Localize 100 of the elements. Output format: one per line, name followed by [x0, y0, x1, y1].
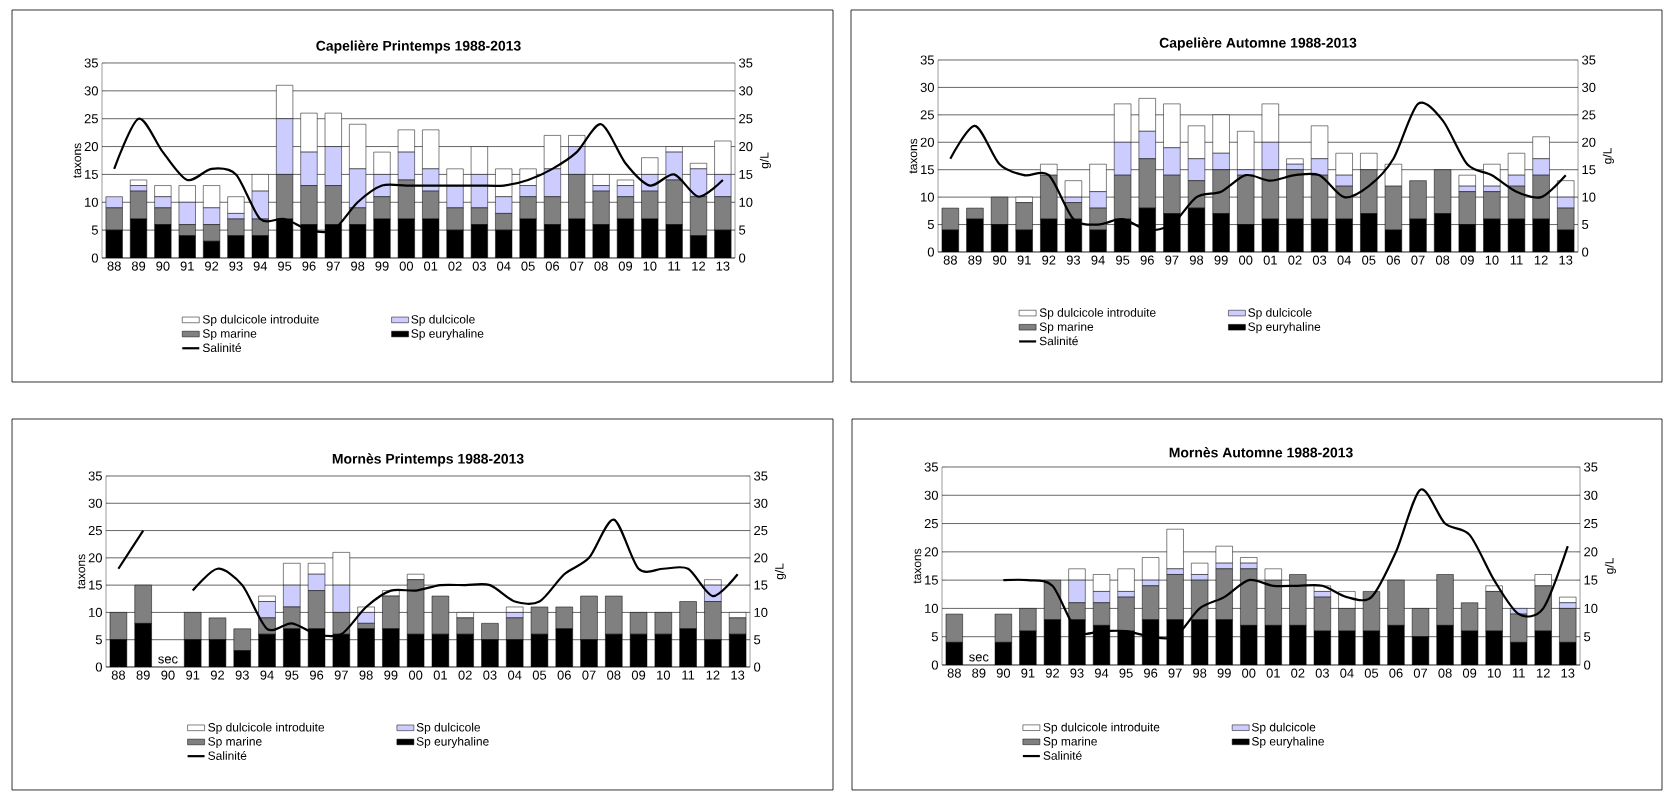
x-tick-label: 01 [1266, 668, 1280, 678]
x-tick-label: 92 [1045, 668, 1059, 678]
y-tick-label: 10 [85, 197, 98, 207]
x-tick-label: 99 [375, 261, 389, 271]
y-tick-label: 5 [95, 635, 102, 645]
x-tick-label: 02 [1288, 255, 1302, 265]
legend-label: Salinité [1039, 336, 1078, 346]
bar [1117, 568, 1135, 592]
y2-tick-label: 30 [739, 86, 753, 96]
y2-axis-title: g/L [774, 563, 786, 580]
x-tick-label: 12 [706, 670, 720, 680]
x-tick-label: 03 [472, 261, 487, 271]
bar [1458, 174, 1476, 187]
x-tick-label: 09 [631, 670, 646, 680]
x-tick-label: 03 [1312, 255, 1327, 265]
x-tick-label: 97 [334, 670, 348, 680]
y2-tick-label: 5 [739, 225, 746, 235]
bar [1191, 562, 1209, 575]
x-tick-label: 96 [1140, 255, 1154, 265]
legend-label: Sp marine [1043, 736, 1097, 748]
y-tick-label: 35 [88, 471, 102, 481]
y-tick-label: 20 [88, 553, 102, 563]
x-tick-label: 94 [1091, 255, 1105, 265]
bar [1166, 528, 1184, 570]
y-tick-label: 20 [84, 141, 98, 152]
x-tick-label: 92 [204, 261, 219, 271]
x-tick-label: 06 [545, 261, 560, 271]
x-tick-label: 11 [1510, 255, 1523, 265]
x-tick-label: 95 [1116, 255, 1130, 265]
legend-label: Sp euryhaline [416, 736, 489, 749]
y-tick-label: 15 [925, 575, 938, 585]
x-tick-label: 07 [582, 670, 596, 680]
y2-tick-label: 35 [1582, 55, 1596, 65]
bar [1064, 180, 1083, 198]
x-tick-label: 08 [594, 261, 608, 271]
y2-axis-title: g/L [759, 152, 771, 169]
y2-tick-label: 0 [1582, 247, 1589, 257]
chart-title: Capelière Printemps 1988-2013 [316, 40, 521, 54]
y2-tick-label: 35 [1584, 462, 1598, 472]
legend-label: Sp dulcicole [416, 722, 481, 734]
y-tick-label: 30 [920, 82, 934, 92]
x-tick-label: 97 [1165, 255, 1179, 265]
x-tick-label: 02 [1291, 668, 1305, 678]
y2-tick-label: 20 [739, 141, 753, 152]
y2-tick-label: 20 [1582, 137, 1596, 147]
x-tick-label: 89 [968, 255, 982, 265]
y2-tick-label: 5 [1584, 632, 1591, 642]
x-tick-label: 94 [260, 670, 274, 680]
x-tick-label: 02 [458, 670, 472, 680]
y2-tick-label: 0 [739, 253, 746, 263]
x-tick-label: 00 [399, 261, 414, 271]
y-axis-title: taxons [913, 548, 922, 584]
x-tick-label: 95 [278, 261, 292, 271]
x-tick-label: 98 [1193, 668, 1207, 678]
x-tick-label: 99 [384, 670, 398, 680]
y-tick-label: 0 [927, 247, 934, 257]
y2-tick-label: 10 [739, 197, 753, 207]
x-tick-label: 90 [992, 255, 1007, 265]
x-tick-label: 07 [1413, 668, 1428, 678]
bar [592, 174, 610, 186]
y2-tick-label: 35 [754, 471, 768, 481]
y-tick-label: 25 [84, 114, 98, 124]
x-tick-label: 13 [731, 670, 745, 680]
x-tick-label: 00 [1242, 668, 1256, 678]
x-tick-label: 11 [668, 261, 681, 271]
x-tick-label: 97 [326, 261, 340, 271]
y-tick-label: 30 [88, 498, 102, 508]
y2-tick-label: 15 [754, 580, 768, 590]
y2-tick-label: 0 [1584, 660, 1591, 670]
x-tick-label: 05 [521, 261, 535, 271]
y-tick-label: 20 [924, 547, 938, 557]
x-tick-label: 90 [161, 670, 175, 680]
y-tick-label: 10 [89, 607, 102, 617]
x-tick-label: 12 [1534, 255, 1548, 265]
legend-label: Sp dulcicole [1248, 308, 1312, 320]
y-axis-title: taxons [909, 138, 918, 174]
x-tick-label: 01 [423, 261, 438, 271]
x-tick-label: 10 [1487, 668, 1501, 678]
x-tick-label: 98 [359, 670, 373, 680]
x-tick-label: 94 [1094, 668, 1109, 678]
x-tick-label: 92 [210, 670, 225, 680]
annotation: sec [158, 656, 178, 664]
bar [130, 179, 148, 186]
y2-tick-label: 15 [1582, 165, 1596, 175]
legend-label: Sp dulcicole introduite [202, 314, 319, 326]
x-tick-label: 12 [692, 261, 706, 271]
y-tick-label: 15 [89, 580, 102, 590]
x-tick-label: 01 [1263, 255, 1277, 265]
x-tick-label: 04 [1340, 668, 1354, 678]
x-tick-label: 91 [1017, 255, 1031, 265]
y-tick-label: 0 [931, 660, 938, 670]
legend-label: Sp marine [1039, 322, 1094, 334]
x-tick-label: 01 [433, 670, 447, 680]
x-tick-label: 88 [947, 668, 961, 678]
x-tick-label: 91 [180, 261, 194, 271]
x-tick-label: 96 [1144, 668, 1158, 678]
x-tick-label: 08 [1438, 668, 1452, 678]
x-tick-label: 12 [1537, 668, 1550, 678]
x-tick-label: 92 [1042, 255, 1056, 265]
x-tick-label: 89 [131, 261, 146, 271]
